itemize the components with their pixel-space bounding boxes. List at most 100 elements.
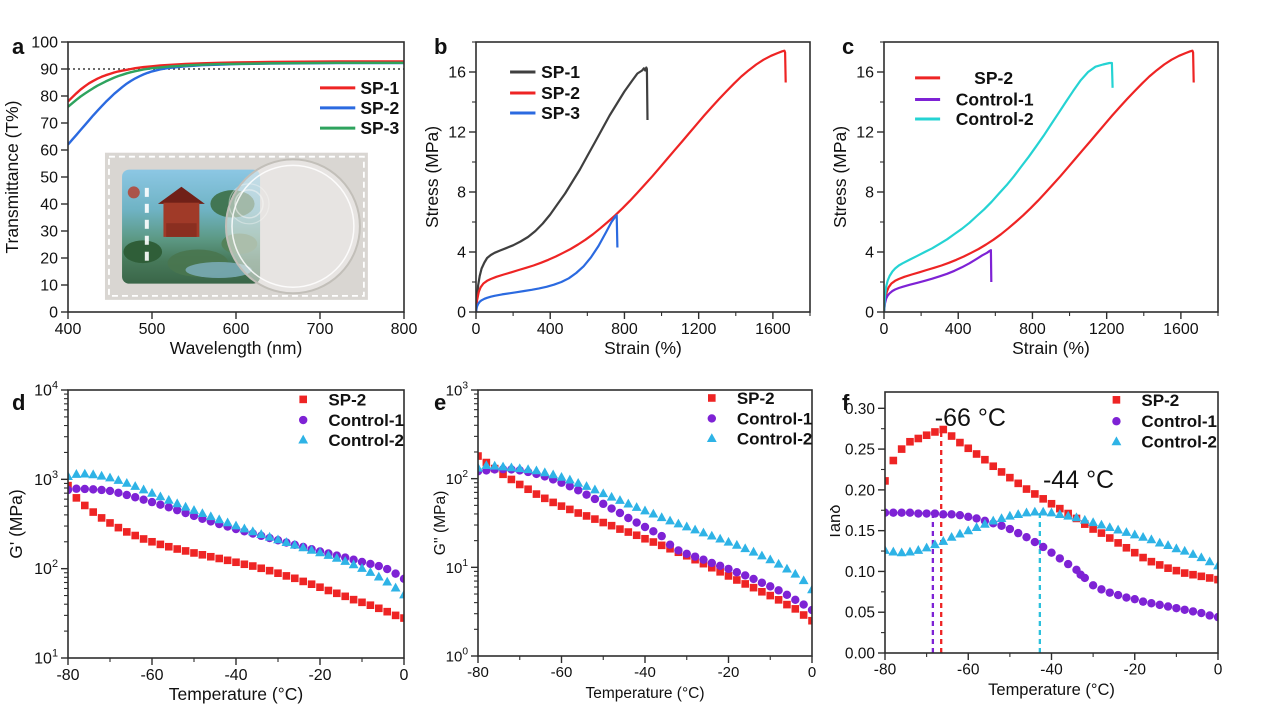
svg-text:0: 0 [472,321,481,338]
series-sp-3 [475,214,619,313]
legend-label-sp-3: SP-3 [360,118,399,138]
panel-c: 0 400 800 1200 1600 0 4 8 12 16 Strain (%) Stress (… [830,0,1268,360]
svg-text:1200: 1200 [681,321,717,338]
panel-f: -80 -60 -40 -20 0 0.00 0.05 0.10 0.15 0.20 0.25 0.3… [830,360,1268,720]
svg-text:-60: -60 [957,662,980,679]
svg-text:60: 60 [40,143,58,160]
legend-label-control-2: Control-2 [956,109,1034,129]
svg-text:0.25: 0.25 [845,442,875,459]
svg-text:0: 0 [880,321,889,338]
svg-text:-60: -60 [551,664,573,681]
svg-text:-40: -40 [1040,662,1063,679]
legend-label-control-2: Control-2 [737,429,813,448]
panel-letter: e [434,390,446,415]
panel-b-chart: 0 400 800 1200 1600 0 4 8 12 16 Strain (%) Stress (… [422,34,811,358]
legend-label-control-1: Control-1 [956,90,1034,110]
panel-d: -80 -60 -40 -20 0 101 102 103 104 Temperature (°C… [0,360,422,720]
legend-label-sp-1: SP-1 [360,78,399,98]
svg-text:12: 12 [448,125,466,142]
y-axis-label: Transmittance (T%) [2,101,22,254]
svg-text:16: 16 [856,65,874,82]
svg-text:-40: -40 [224,667,247,684]
svg-text:8: 8 [457,185,466,202]
panel-d-chart: -80 -60 -40 -20 0 101 102 103 104 Temperature (°C… [6,380,409,705]
svg-text:4: 4 [865,245,874,262]
svg-text:80: 80 [40,89,58,106]
svg-text:101: 101 [34,648,58,668]
svg-text:1600: 1600 [1163,321,1199,338]
y-axis-label: G'' (MPa) [432,491,449,555]
svg-text:0.15: 0.15 [845,523,875,540]
series-control-1 [477,464,813,615]
series-control-2 [884,506,1219,570]
svg-text:0: 0 [1214,662,1223,679]
axis-ticks [878,407,1219,660]
svg-text:0.20: 0.20 [845,482,876,499]
legend-label-control-2: Control-2 [1141,433,1217,452]
panel-a: 400 500 600 700 800 0 10 20 30 40 50 60 70 80 90 100 Wav… [0,0,422,360]
y-axis-label: Stress (MPa) [422,126,442,228]
svg-text:0.10: 0.10 [845,564,876,581]
svg-text:0.30: 0.30 [845,401,876,418]
series-sp-2 [884,425,1219,584]
svg-text:500: 500 [139,321,166,338]
panel-f-chart: -80 -60 -40 -20 0 0.00 0.05 0.10 0.15 0.20 0.25 0.3… [830,390,1223,699]
svg-text:0: 0 [457,305,466,322]
legend-label-sp-1: SP-1 [541,62,580,82]
legend-label-control-1: Control-1 [328,411,404,430]
legend-label-control-2: Control-2 [328,431,404,450]
svg-text:103: 103 [446,381,469,400]
svg-text:800: 800 [391,321,418,338]
axis-ticks [61,41,405,319]
svg-text:-60: -60 [140,667,163,684]
inset-card [122,169,270,284]
svg-text:16: 16 [448,65,466,82]
series-control-1 [883,249,993,313]
legend-label-sp-2: SP-2 [974,68,1013,88]
annotation: -44 °C [1043,466,1114,494]
svg-text:700: 700 [307,321,334,338]
svg-text:0.00: 0.00 [845,646,876,663]
panel-letter: f [842,390,850,415]
svg-text:30: 30 [40,224,58,241]
x-axis-label: Strain (%) [604,338,682,358]
svg-text:100: 100 [446,647,469,666]
legend-label-sp-2: SP-2 [360,98,399,118]
axis-ticks [469,41,811,319]
svg-text:40: 40 [40,197,58,214]
series-sp-2 [883,49,1195,313]
legend-label-sp-2: SP-2 [737,389,775,408]
svg-text:1600: 1600 [755,321,791,338]
panel-letter: d [12,390,25,415]
legend: SP-1SP-2SP-3 [320,78,399,138]
svg-text:8: 8 [865,185,874,202]
legend-label-sp-2: SP-2 [328,390,366,409]
series-sp-2 [475,49,787,313]
y-axis-label: Tanδ [830,505,844,541]
svg-text:0: 0 [865,305,874,322]
svg-text:1200: 1200 [1089,321,1125,338]
series-sp-2 [477,452,813,625]
legend-label-sp-2: SP-2 [541,83,580,103]
series-sp-3 [67,61,404,108]
panel-e-chart: -80 -60 -40 -20 0 100 101 102 103 Temperature (°C… [432,381,816,703]
svg-text:104: 104 [34,380,58,400]
svg-text:0: 0 [49,305,58,322]
panel-b: 0 400 800 1200 1600 0 4 8 12 16 Strain (%) Stress (… [422,0,830,360]
legend: SP-1SP-2SP-3 [510,62,580,123]
svg-text:400: 400 [55,321,82,338]
series-control-2 [67,468,405,599]
svg-text:400: 400 [537,321,564,338]
series-control-1 [67,484,405,584]
x-axis-label: Temperature (°C) [169,684,303,704]
series-control-2 [883,61,1114,313]
legend-label-sp-3: SP-3 [541,103,580,123]
svg-text:-20: -20 [1124,662,1147,679]
svg-text:4: 4 [457,245,466,262]
axis-ticks [877,41,1219,319]
inset-photo [104,152,368,300]
svg-text:70: 70 [40,116,58,133]
